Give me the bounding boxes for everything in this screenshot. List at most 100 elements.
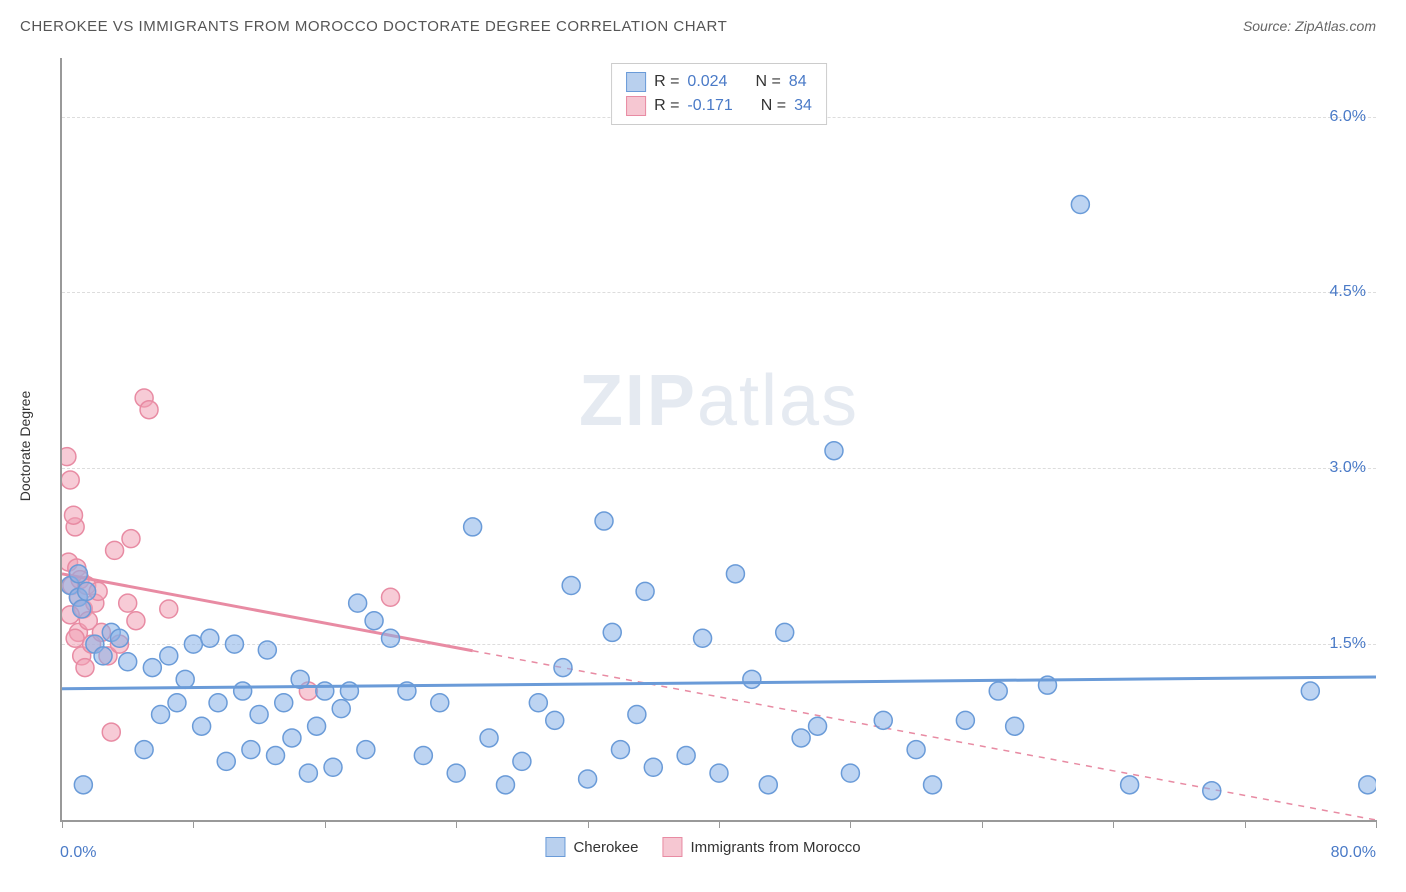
chart-title: CHEROKEE VS IMMIGRANTS FROM MOROCCO DOCT… [20,18,727,35]
data-point [66,629,84,647]
data-point [382,629,400,647]
data-point [250,705,268,723]
data-point [76,659,94,677]
trend-line-extrapolated [473,651,1376,820]
data-point [357,741,375,759]
data-point [78,582,96,600]
data-point [809,717,827,735]
data-point [152,705,170,723]
data-point [1006,717,1024,735]
x-tick [1376,820,1377,828]
n-label: N = [755,73,780,91]
data-point [743,670,761,688]
data-point [324,758,342,776]
data-point [275,694,293,712]
data-point [480,729,498,747]
data-point [234,682,252,700]
data-point [1071,196,1089,214]
data-point [102,723,120,741]
data-point [217,752,235,770]
data-point [447,764,465,782]
data-point [603,623,621,641]
data-point [94,647,112,665]
data-point [308,717,326,735]
r-label: R = [654,73,679,91]
source-label: Source: [1243,18,1291,34]
trend-line [62,677,1376,689]
r-value-cherokee: 0.024 [687,73,727,91]
data-point [242,741,260,759]
data-point [62,471,79,489]
data-point [825,442,843,460]
legend-item-morocco: Immigrants from Morocco [663,837,861,857]
data-point [611,741,629,759]
data-point [1121,776,1139,794]
cherokee-swatch-icon [626,72,646,92]
data-point [201,629,219,647]
data-point [513,752,531,770]
data-point [349,594,367,612]
x-max-label: 80.0% [1331,844,1376,862]
data-point [989,682,1007,700]
data-point [73,600,91,618]
data-point [710,764,728,782]
data-point [119,594,137,612]
data-point [140,401,158,419]
data-point [956,711,974,729]
x-tick [62,820,63,828]
data-point [562,577,580,595]
x-min-label: 0.0% [60,844,96,862]
data-point [299,764,317,782]
data-point [176,670,194,688]
data-point [258,641,276,659]
chart-container: CHEROKEE VS IMMIGRANTS FROM MOROCCO DOCT… [10,10,1396,882]
data-point [62,448,76,466]
data-point [127,612,145,630]
data-point [554,659,572,677]
data-point [924,776,942,794]
x-tick [982,820,983,828]
plot-svg [62,58,1376,820]
n-value-cherokee: 84 [789,73,807,91]
data-point [726,565,744,583]
data-point [122,530,140,548]
legend-item-cherokee: Cherokee [545,837,638,857]
data-point [74,776,92,794]
x-tick [850,820,851,828]
data-point [595,512,613,530]
data-point [529,694,547,712]
data-point [119,653,137,671]
x-tick [1113,820,1114,828]
data-point [106,541,124,559]
n-value-morocco: 34 [794,97,812,115]
data-point [1359,776,1376,794]
legend-label-cherokee: Cherokee [573,839,638,856]
data-point [316,682,334,700]
source-attribution: Source: ZipAtlas.com [1243,18,1376,34]
data-point [496,776,514,794]
legend-row-morocco: R = -0.171 N = 34 [626,94,812,118]
series-legend: Cherokee Immigrants from Morocco [545,837,860,857]
r-label: R = [654,97,679,115]
data-point [267,747,285,765]
data-point [776,623,794,641]
legend-label-morocco: Immigrants from Morocco [691,839,861,856]
data-point [579,770,597,788]
data-point [464,518,482,536]
data-point [1301,682,1319,700]
x-tick [193,820,194,828]
data-point [184,635,202,653]
x-tick [588,820,589,828]
data-point [907,741,925,759]
x-tick [1245,820,1246,828]
data-point [69,565,87,583]
n-label: N = [761,97,786,115]
r-value-morocco: -0.171 [687,97,732,115]
data-point [546,711,564,729]
data-point [694,629,712,647]
data-point [332,700,350,718]
data-point [365,612,383,630]
data-point [636,582,654,600]
data-point [644,758,662,776]
data-point [168,694,186,712]
